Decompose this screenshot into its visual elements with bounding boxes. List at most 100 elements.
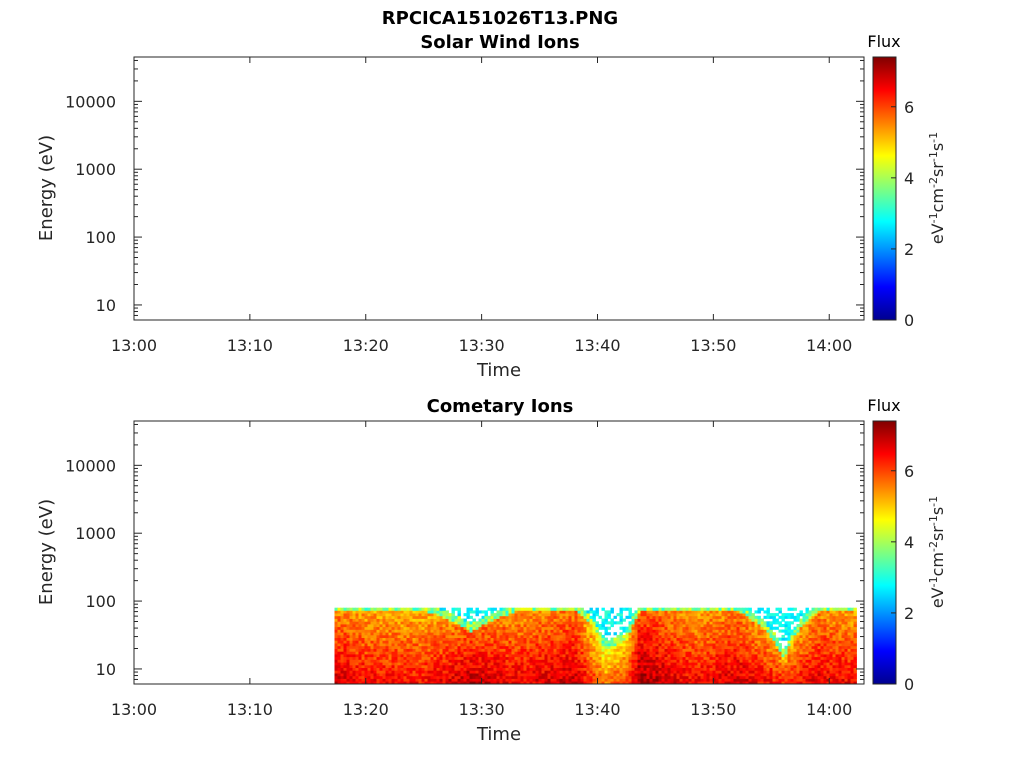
heatmap-cell xyxy=(700,629,704,633)
heatmap-cell xyxy=(652,651,656,655)
heatmap-cell xyxy=(790,662,794,666)
heatmap-cell xyxy=(721,654,725,658)
heatmap-cell xyxy=(478,675,482,679)
heatmap-cell xyxy=(376,629,380,633)
heatmap-cell xyxy=(808,659,812,663)
heatmap-cell xyxy=(850,624,854,628)
heatmap-cell xyxy=(424,675,428,679)
heatmap-cell xyxy=(343,664,347,668)
heatmap-cell xyxy=(739,681,743,684)
heatmap-cell xyxy=(538,670,542,674)
heatmap-cell xyxy=(685,640,689,644)
heatmap-cell xyxy=(352,610,356,614)
heatmap-cell xyxy=(571,662,575,666)
heatmap-cell xyxy=(472,634,476,638)
heatmap-cell xyxy=(847,664,851,668)
heatmap-cell xyxy=(442,607,446,611)
heatmap-cell xyxy=(595,664,599,668)
heatmap-cell xyxy=(748,643,752,647)
heatmap-cell xyxy=(442,610,446,614)
heatmap-cell xyxy=(805,654,809,658)
heatmap-cell xyxy=(823,615,827,619)
heatmap-cell xyxy=(517,610,521,614)
heatmap-cell xyxy=(739,618,743,622)
heatmap-cell xyxy=(619,648,623,652)
heatmap-cell xyxy=(601,618,605,622)
heatmap-cell xyxy=(739,615,743,619)
heatmap-cell xyxy=(448,673,452,677)
heatmap-cell xyxy=(718,648,722,652)
heatmap-cell xyxy=(391,667,395,671)
heatmap-cell xyxy=(535,670,539,674)
heatmap-cell xyxy=(658,673,662,677)
heatmap-cell xyxy=(847,645,851,649)
heatmap-cell xyxy=(823,610,827,614)
heatmap-cell xyxy=(589,651,593,655)
heatmap-cell xyxy=(553,664,557,668)
heatmap-cell xyxy=(397,659,401,663)
heatmap-cell xyxy=(439,662,443,666)
heatmap-cell xyxy=(445,651,449,655)
heatmap-cell xyxy=(832,664,836,668)
heatmap-cell xyxy=(535,613,539,617)
heatmap-cell xyxy=(547,651,551,655)
heatmap-cell xyxy=(625,681,629,684)
heatmap-cell xyxy=(502,651,506,655)
heatmap-cell xyxy=(373,643,377,647)
heatmap-cell xyxy=(640,678,644,682)
heatmap-cell xyxy=(835,615,839,619)
heatmap-cell xyxy=(655,664,659,668)
heatmap-cell xyxy=(439,607,443,611)
heatmap-cell xyxy=(385,615,389,619)
heatmap-cell xyxy=(574,675,578,679)
heatmap-cell xyxy=(676,610,680,614)
heatmap-cell xyxy=(652,634,656,638)
heatmap-cell xyxy=(718,637,722,641)
heatmap-cell xyxy=(592,629,596,633)
heatmap-cell xyxy=(376,607,380,611)
heatmap-cell xyxy=(643,640,647,644)
heatmap-cell xyxy=(613,656,617,660)
heatmap-cell xyxy=(349,678,353,682)
heatmap-cell xyxy=(778,645,782,649)
heatmap-cell xyxy=(808,670,812,674)
heatmap-cell xyxy=(715,615,719,619)
heatmap-cell xyxy=(361,632,365,636)
heatmap-cell xyxy=(337,640,341,644)
heatmap-cell xyxy=(706,640,710,644)
heatmap-cell xyxy=(670,651,674,655)
heatmap-cell xyxy=(799,662,803,666)
heatmap-cell xyxy=(394,637,398,641)
heatmap-cell xyxy=(547,634,551,638)
heatmap-cell xyxy=(406,613,410,617)
heatmap-cell xyxy=(544,678,548,682)
heatmap-cell xyxy=(820,626,824,630)
heatmap-cell xyxy=(538,651,542,655)
heatmap-cell xyxy=(823,654,827,658)
heatmap-cell xyxy=(484,667,488,671)
heatmap-cell xyxy=(790,643,794,647)
heatmap-cell xyxy=(643,670,647,674)
heatmap-cell xyxy=(463,664,467,668)
heatmap-cell xyxy=(352,675,356,679)
heatmap-cell xyxy=(640,659,644,663)
heatmap-cell xyxy=(643,626,647,630)
heatmap-cell xyxy=(388,662,392,666)
heatmap-cell xyxy=(373,610,377,614)
heatmap-cell xyxy=(532,664,536,668)
heatmap-cell xyxy=(520,626,524,630)
heatmap-cell xyxy=(769,678,773,682)
heatmap-cell xyxy=(436,656,440,660)
heatmap-cell xyxy=(415,645,419,649)
heatmap-cell xyxy=(769,681,773,684)
heatmap-cell xyxy=(508,629,512,633)
heatmap-cell xyxy=(853,664,857,668)
heatmap-cell xyxy=(616,675,620,679)
heatmap-cell xyxy=(631,632,635,636)
heatmap-cell xyxy=(391,673,395,677)
heatmap-cell xyxy=(841,648,845,652)
heatmap-cell xyxy=(460,670,464,674)
heatmap-cell xyxy=(364,645,368,649)
heatmap-cell xyxy=(682,618,686,622)
